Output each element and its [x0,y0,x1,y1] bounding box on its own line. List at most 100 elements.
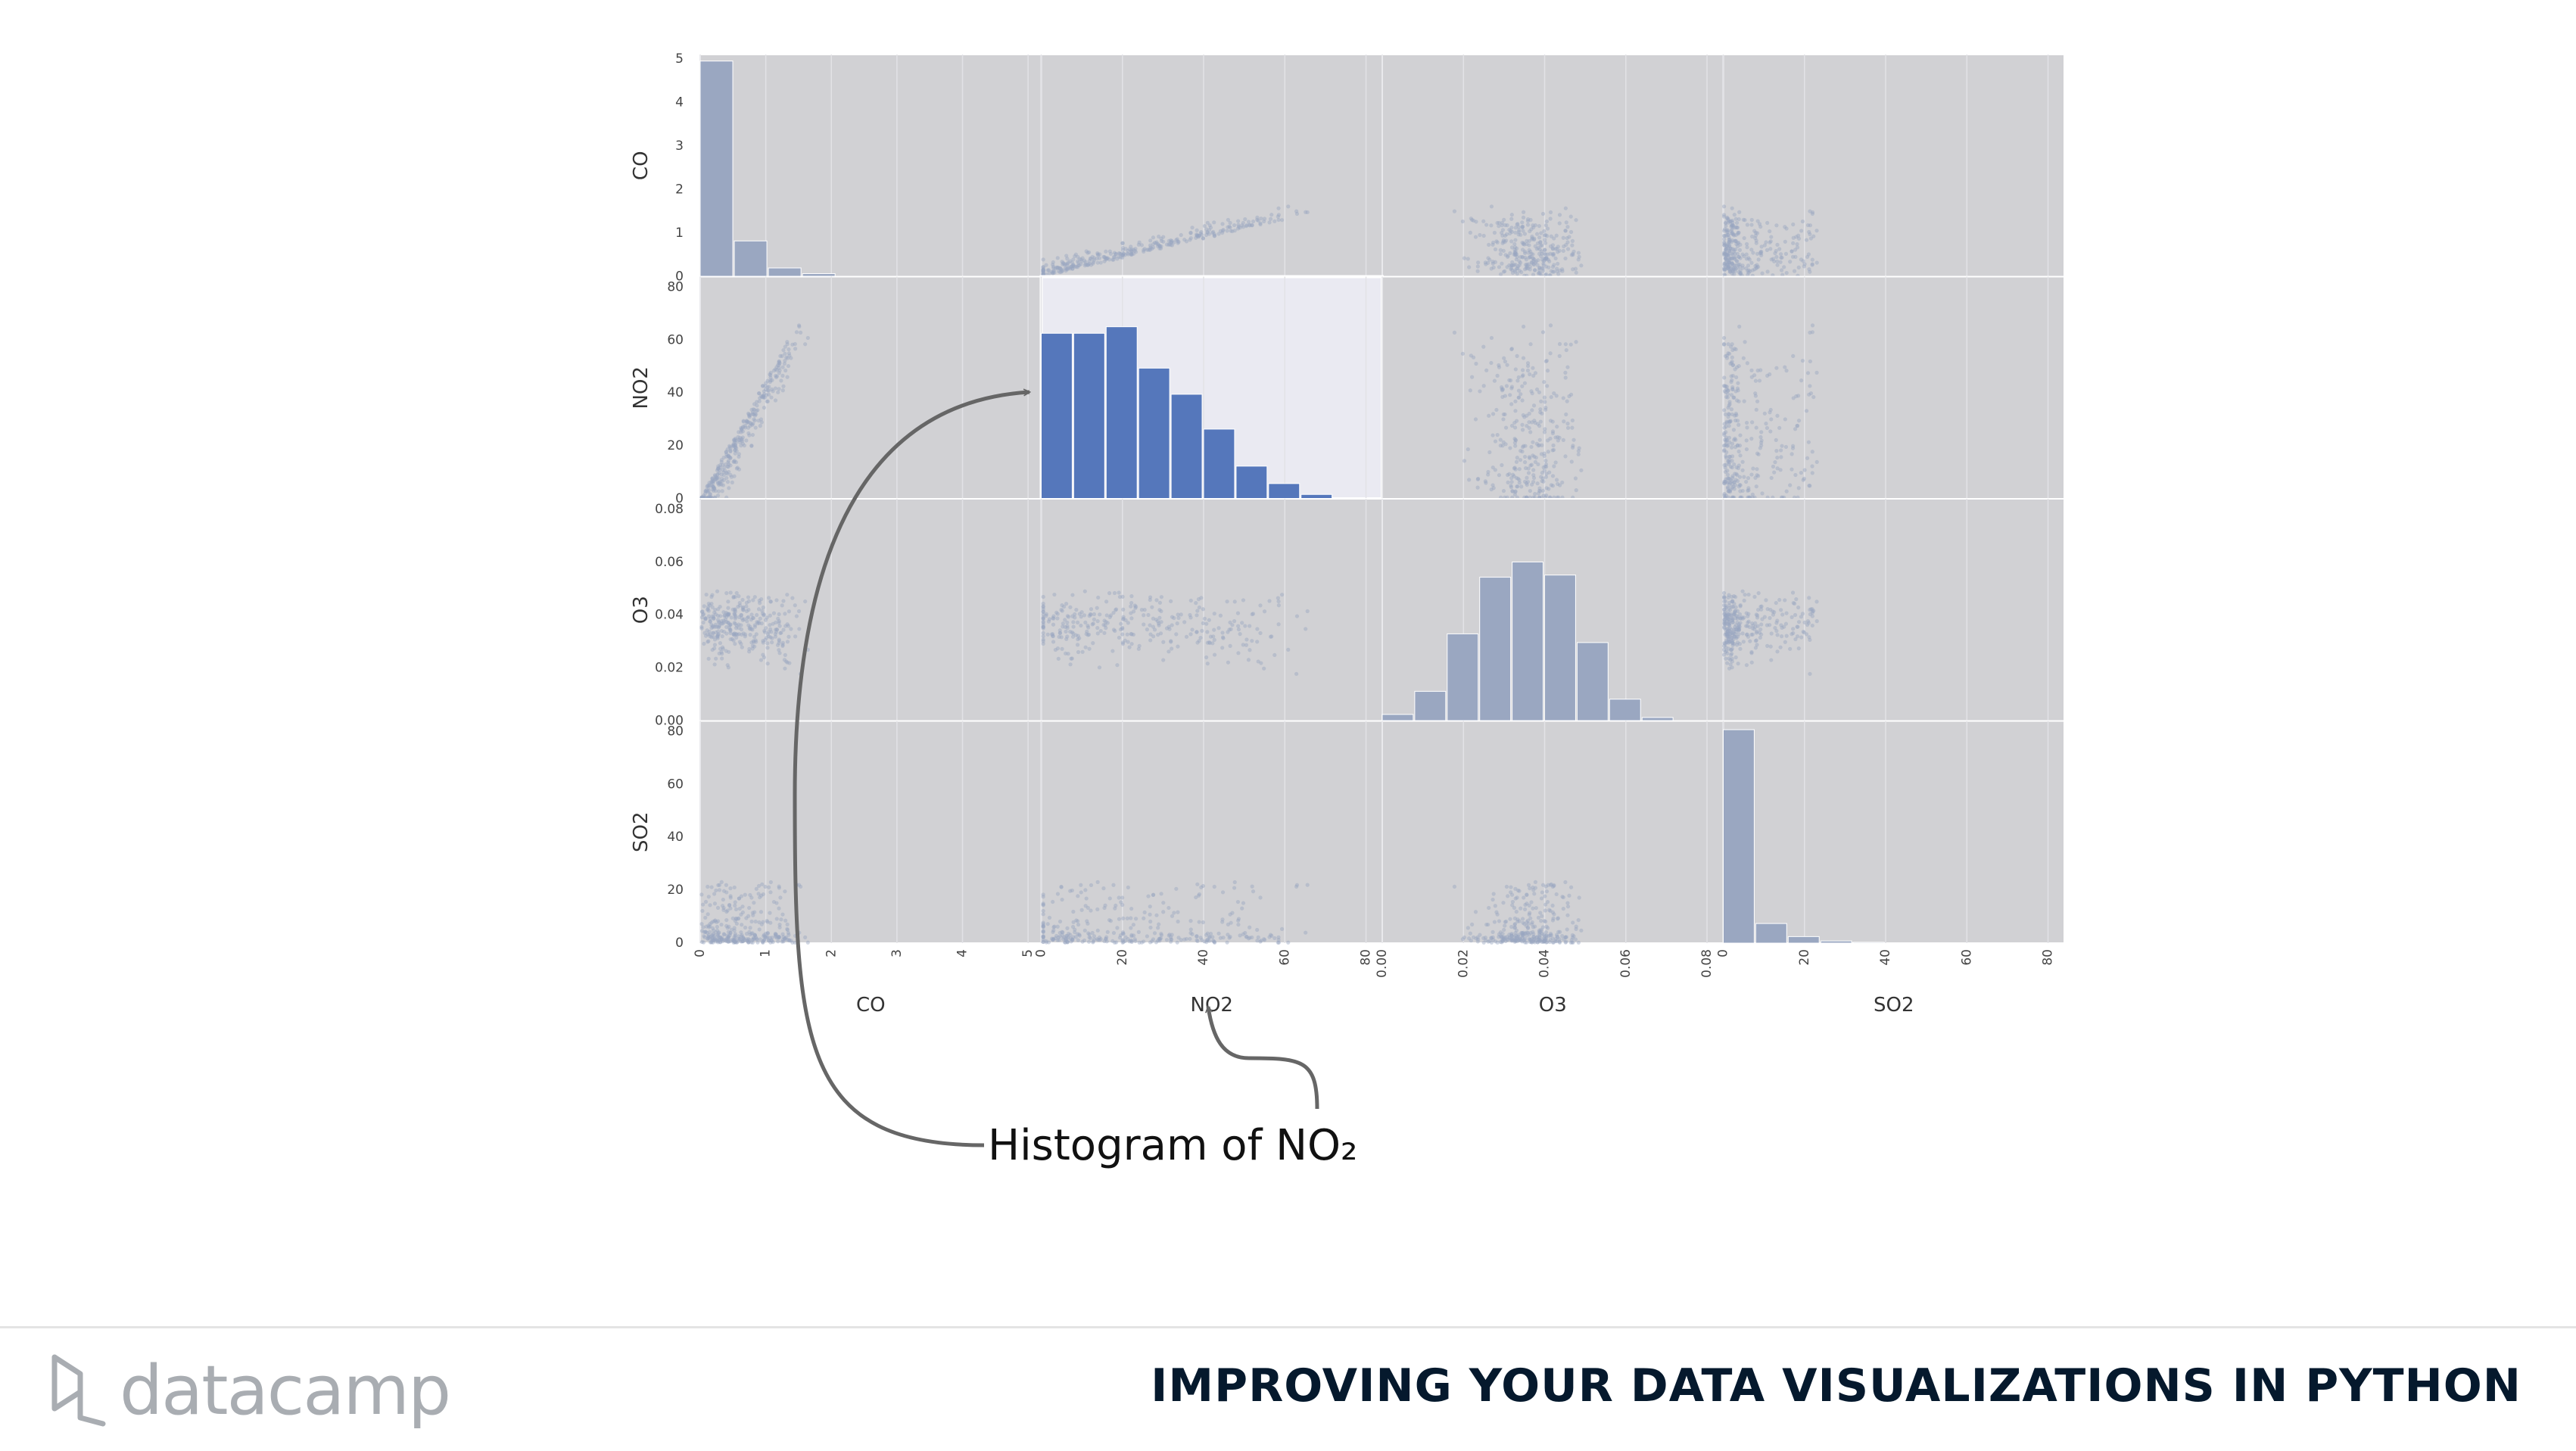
scatter-point [1055,612,1060,616]
scatter-point [785,593,790,597]
scatter-point [1169,240,1173,244]
scatter-point [1753,263,1758,269]
scatter-point [1726,232,1730,238]
scatter-point [1548,216,1553,221]
scatter-point [765,935,770,939]
scatter-point [1527,238,1531,244]
scatter-point [716,489,721,494]
scatter-point [768,890,773,895]
scatter-point [1557,213,1562,217]
scatter-point [1068,605,1073,609]
hist-bar-co-1 [734,240,768,278]
scatter-point [1789,249,1794,254]
scatter-point [1054,265,1059,269]
scatter-point [1755,399,1760,403]
scatter-point [1549,234,1553,238]
scatter-point [1536,462,1540,467]
scatter-point [1236,219,1241,223]
scatter-point [1070,260,1074,265]
scatter-point [1490,412,1496,416]
scatter-point [1041,268,1045,272]
scatter-point [1123,253,1127,257]
scatter-point [1535,241,1540,246]
scatter-point [1772,470,1777,475]
scatter-point [715,613,721,618]
scatter-point [746,914,751,918]
scatter-point [1158,631,1163,636]
x-tick-o3: 0.06 [1618,949,1634,978]
scatter-point [1539,249,1544,254]
scatter-point [777,884,781,889]
scatter-point [1452,209,1457,213]
scatter-point [781,627,786,632]
scatter-point [1737,217,1741,222]
scatter-point [1497,473,1502,478]
scatter-point [1087,646,1092,651]
scatter-point [720,489,724,494]
scatter-point [1522,930,1526,935]
hist-bar-so2-4 [1852,942,1885,944]
scatter-point [1744,241,1749,247]
scatter-point [1156,926,1160,930]
scatter-point [1730,459,1734,463]
scatter-point [1041,271,1045,276]
scatter-point [1500,935,1504,939]
scatter-point [1504,884,1509,889]
scatter-point [1535,940,1540,945]
scatter-point [1744,447,1749,452]
scatter-point [1174,238,1179,242]
scatter-point [1195,938,1199,942]
scatter-point [1148,925,1153,930]
scatter-point [1075,620,1080,624]
scatter-point [770,939,774,943]
scatter-point [1509,885,1513,889]
scatter-point [728,463,733,468]
scatter-point [1079,259,1084,263]
scatter-point [1541,465,1546,470]
scatter-point [1041,925,1045,929]
scatter-point [1544,933,1549,938]
scatter-point [793,603,797,608]
scatter-point [1510,260,1515,265]
scatter-point [1148,919,1153,924]
scatter-point [1579,263,1584,268]
scatter-point [1491,892,1496,896]
scatter-point [1543,238,1547,242]
scatter-point [1112,251,1117,255]
scatter-point [1197,233,1202,238]
scatter-point [1530,260,1534,265]
scatter-point [1055,892,1061,896]
scatter-point [1755,263,1759,267]
scatter-point [746,411,751,416]
scatter-point [1540,257,1544,262]
scatter-point [796,609,802,614]
scatter-point [1276,603,1281,608]
scatter-point [1755,265,1759,269]
scatter-point [1057,266,1061,270]
scatter-point [1565,927,1569,932]
scatter-point [724,591,729,596]
scatter-point [1723,242,1728,248]
scatter-point [1774,366,1779,370]
scatter-point [1523,255,1528,260]
scatter-point [1528,430,1533,434]
scatter-point [1216,232,1221,236]
scatter-point [1107,249,1112,254]
scatter-point [1216,626,1221,631]
scatter-point [778,895,783,900]
scatter-point [1540,330,1546,335]
scatter-point [1129,604,1133,609]
scatter-point [1734,365,1740,369]
scatter-point [1120,895,1125,900]
scatter-point [1493,939,1498,944]
scatter-point [1502,356,1506,360]
scatter-point [757,399,762,403]
scatter-point [1565,399,1569,403]
scatter-point [1783,598,1787,603]
scatter-point [1525,238,1529,243]
scatter-point [1512,252,1516,257]
scatter-point [1795,424,1799,428]
scatter-point [1097,665,1102,670]
scatter-point [1521,229,1525,233]
scatter-point [1172,240,1176,244]
